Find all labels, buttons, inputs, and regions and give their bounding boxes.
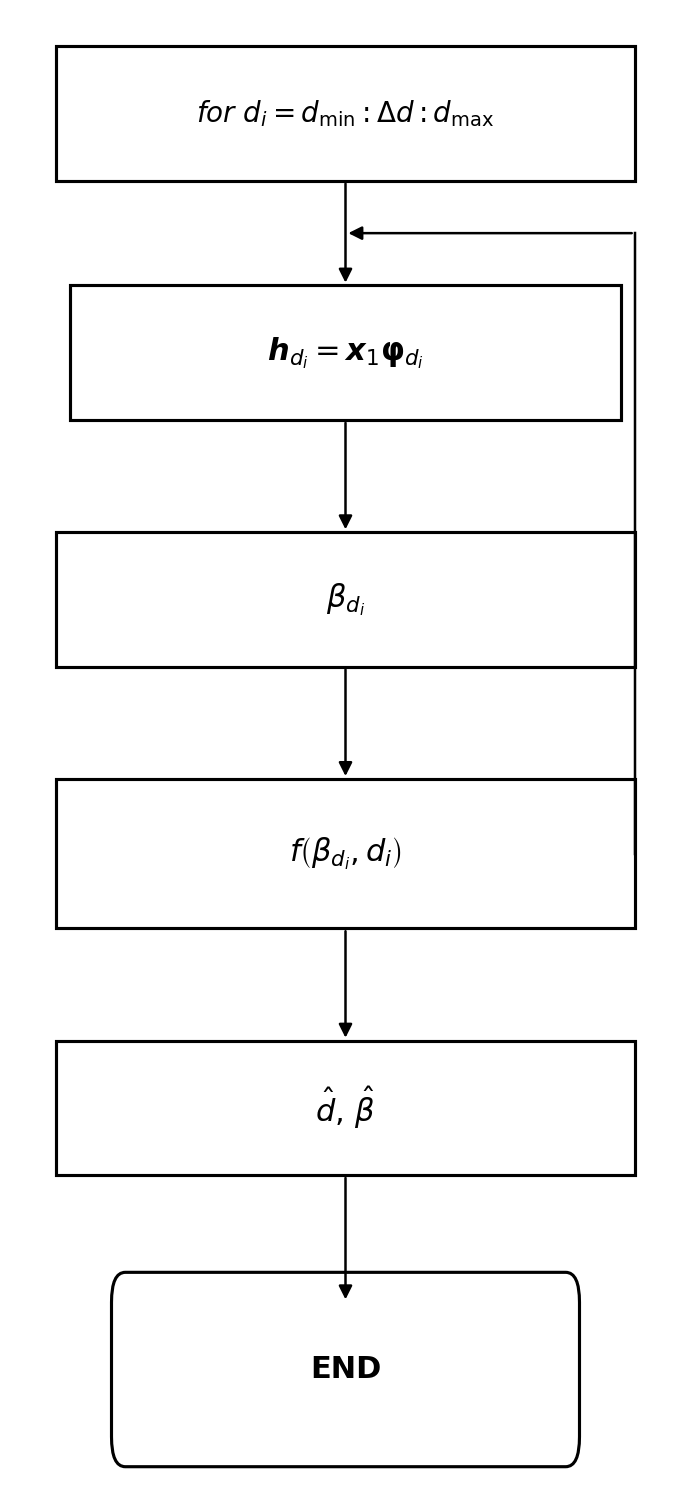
Text: $f\left(\beta_{d_i}, d_i\right)$: $f\left(\beta_{d_i}, d_i\right)$: [289, 836, 402, 872]
FancyBboxPatch shape: [70, 286, 621, 419]
Text: for $d_i = d_{\mathrm{min}} : \Delta d : d_{\mathrm{max}}$: for $d_i = d_{\mathrm{min}} : \Delta d :…: [196, 99, 495, 129]
FancyBboxPatch shape: [57, 779, 634, 929]
FancyBboxPatch shape: [111, 1272, 580, 1467]
FancyBboxPatch shape: [57, 1041, 634, 1174]
FancyBboxPatch shape: [57, 46, 634, 181]
FancyBboxPatch shape: [57, 532, 634, 667]
Text: $\boldsymbol{h}_{d_i} = \boldsymbol{x}_1 \boldsymbol{\varphi}_{d_i}$: $\boldsymbol{h}_{d_i} = \boldsymbol{x}_1…: [267, 336, 424, 370]
Text: $\hat{d},\, \hat{\beta}$: $\hat{d},\, \hat{\beta}$: [315, 1085, 376, 1131]
Text: $\beta_{d_i}$: $\beta_{d_i}$: [326, 581, 365, 617]
Text: END: END: [310, 1356, 381, 1384]
